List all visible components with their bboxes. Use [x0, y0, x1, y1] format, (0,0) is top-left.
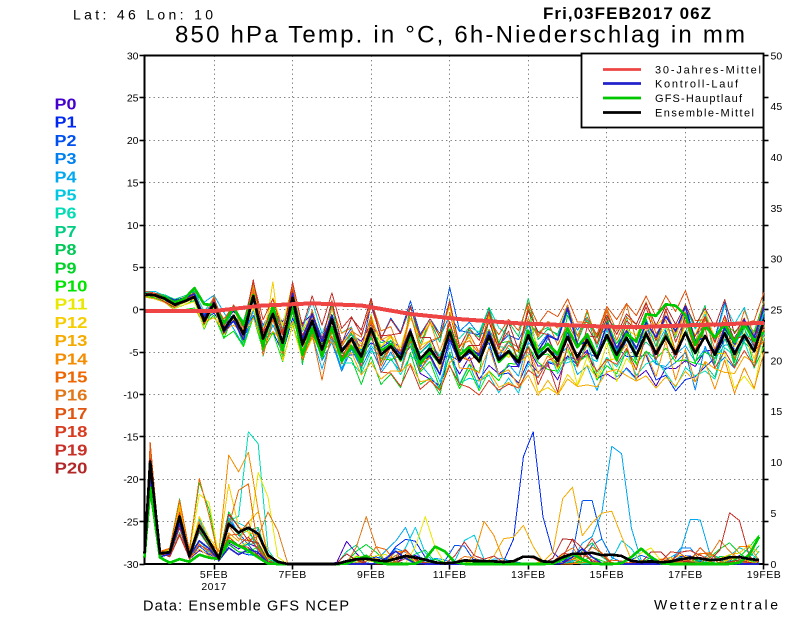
- svg-text:P20: P20: [55, 461, 88, 478]
- svg-text:P19: P19: [55, 442, 88, 459]
- svg-text:P13: P13: [55, 333, 88, 350]
- svg-text:30-Jahres-Mittel: 30-Jahres-Mittel: [655, 65, 761, 77]
- svg-text:0: 0: [133, 305, 139, 317]
- svg-text:15: 15: [771, 406, 783, 418]
- svg-text:850 hPa Temp. in °C, 6h-Nieder: 850 hPa Temp. in °C, 6h-Niederschlag in …: [175, 22, 745, 49]
- svg-text:-5: -5: [129, 347, 138, 359]
- svg-text:P5: P5: [55, 188, 77, 205]
- svg-text:5: 5: [133, 262, 139, 274]
- svg-text:10: 10: [127, 220, 139, 232]
- svg-text:13FEB: 13FEB: [511, 569, 546, 581]
- svg-text:P17: P17: [55, 406, 88, 423]
- svg-text:15FEB: 15FEB: [589, 569, 624, 581]
- svg-text:P12: P12: [55, 315, 88, 332]
- svg-text:25: 25: [771, 305, 783, 317]
- svg-text:Wetterzentrale: Wetterzentrale: [654, 597, 778, 613]
- svg-text:P7: P7: [55, 224, 77, 241]
- svg-text:5FEB: 5FEB: [200, 569, 228, 581]
- svg-text:45: 45: [771, 101, 783, 113]
- svg-text:20: 20: [771, 355, 783, 367]
- svg-text:Kontroll-Lauf: Kontroll-Lauf: [655, 79, 739, 91]
- svg-text:0: 0: [771, 559, 777, 571]
- svg-text:P6: P6: [55, 206, 77, 223]
- svg-text:19FEB: 19FEB: [747, 569, 782, 581]
- svg-text:P11: P11: [55, 297, 88, 314]
- svg-text:25: 25: [127, 93, 139, 105]
- svg-text:P8: P8: [55, 242, 77, 259]
- svg-text:15: 15: [127, 177, 139, 189]
- svg-text:Ensemble-Mittel: Ensemble-Mittel: [655, 108, 754, 120]
- svg-text:5: 5: [771, 508, 777, 520]
- svg-text:P10: P10: [55, 279, 88, 296]
- svg-text:2017: 2017: [201, 581, 226, 593]
- svg-text:P16: P16: [55, 388, 88, 405]
- svg-text:30: 30: [771, 254, 783, 266]
- svg-text:P15: P15: [55, 370, 88, 387]
- svg-text:50: 50: [771, 50, 783, 62]
- svg-text:Data: Ensemble GFS NCEP: Data: Ensemble GFS NCEP: [143, 599, 349, 615]
- svg-text:20: 20: [127, 135, 139, 147]
- svg-text:-30: -30: [123, 559, 138, 571]
- svg-text:P1: P1: [55, 115, 77, 132]
- svg-text:7FEB: 7FEB: [278, 569, 306, 581]
- svg-text:P3: P3: [55, 151, 77, 168]
- svg-text:-20: -20: [123, 474, 138, 486]
- svg-text:GFS-Hauptlauf: GFS-Hauptlauf: [655, 93, 743, 105]
- svg-text:P4: P4: [55, 169, 77, 186]
- svg-text:9FEB: 9FEB: [357, 569, 385, 581]
- svg-text:35: 35: [771, 203, 783, 215]
- svg-text:Fri,03FEB2017 06Z: Fri,03FEB2017 06Z: [543, 4, 711, 23]
- svg-text:11FEB: 11FEB: [433, 569, 467, 581]
- svg-text:P9: P9: [55, 260, 77, 277]
- svg-text:P18: P18: [55, 424, 88, 441]
- svg-text:30: 30: [127, 50, 139, 62]
- svg-text:P2: P2: [55, 133, 77, 150]
- svg-text:-10: -10: [123, 389, 138, 401]
- svg-text:P0: P0: [55, 97, 77, 114]
- svg-text:P14: P14: [55, 351, 88, 368]
- svg-text:40: 40: [771, 152, 783, 164]
- svg-text:10: 10: [771, 457, 783, 469]
- svg-text:-15: -15: [123, 432, 138, 444]
- svg-text:17FEB: 17FEB: [668, 569, 703, 581]
- svg-text:-25: -25: [123, 516, 138, 528]
